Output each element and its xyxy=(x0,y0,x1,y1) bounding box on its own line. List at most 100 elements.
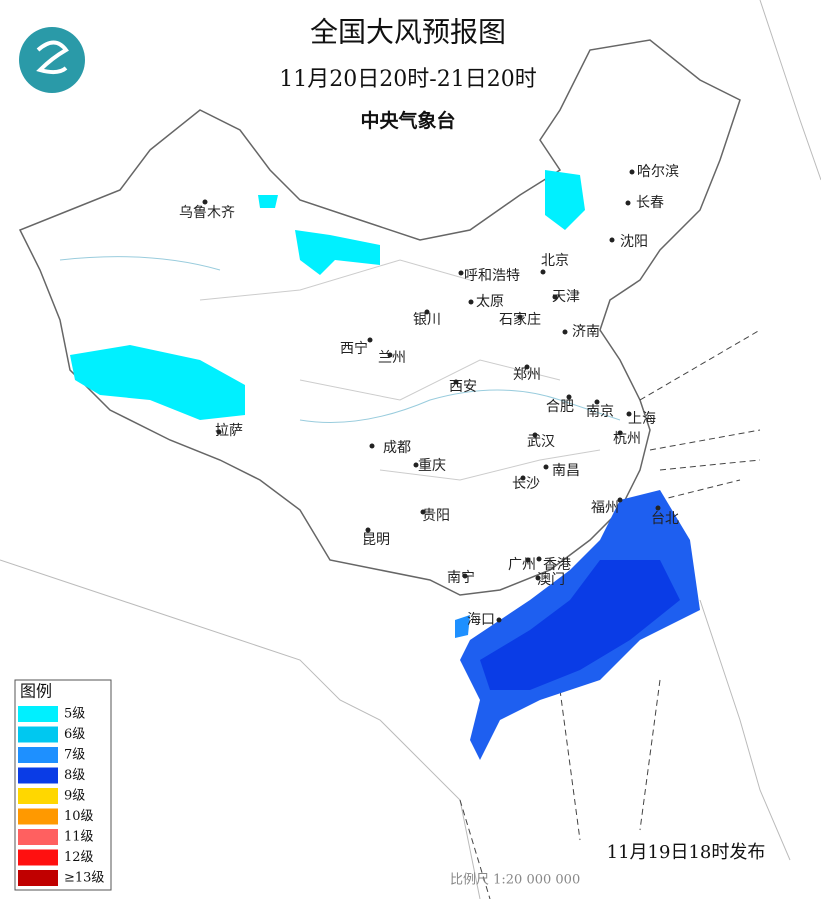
city-dot xyxy=(453,379,459,385)
city-label: 郑州 xyxy=(513,367,541,383)
city-dot xyxy=(387,352,393,358)
city-label: 香港 xyxy=(543,557,571,573)
legend-label: ≥13级 xyxy=(64,871,104,886)
city-dot xyxy=(462,573,468,579)
scale: 比例尺 1:20 000 000 xyxy=(450,873,580,888)
legend-swatch xyxy=(18,788,58,804)
city-dot xyxy=(543,464,549,470)
city-label: 哈尔滨 xyxy=(637,164,679,180)
city-label: 北京 xyxy=(541,253,569,269)
wind-area-8 xyxy=(480,560,680,690)
wind-area-7 xyxy=(455,615,470,638)
city-dot xyxy=(532,432,538,438)
city-label: 成都 xyxy=(383,440,411,456)
legend-label: 6级 xyxy=(64,727,85,742)
legend-swatch xyxy=(18,849,58,866)
city-dot xyxy=(535,575,541,581)
legend-swatch xyxy=(18,829,58,845)
city-dot xyxy=(655,505,661,511)
city-label: 重庆 xyxy=(418,458,446,474)
city-label: 海口 xyxy=(467,612,495,628)
city-dot xyxy=(216,429,222,435)
legend-swatch xyxy=(18,747,58,763)
city-label: 银川 xyxy=(413,312,441,328)
city-label: 南昌 xyxy=(552,463,580,479)
legend-label: 7级 xyxy=(64,748,85,763)
city-label: 南宁 xyxy=(447,569,475,586)
city-label: 杭州 xyxy=(613,431,641,447)
city-label: 济南 xyxy=(572,324,600,340)
legend-label: 11级 xyxy=(64,830,94,845)
city-label: 澳门 xyxy=(537,572,565,588)
city-label: 天津 xyxy=(552,289,580,305)
city-dot xyxy=(517,314,523,320)
city-label: 乌鲁木齐 xyxy=(179,205,235,221)
city-dot xyxy=(626,411,632,417)
city-dot xyxy=(617,430,623,436)
city-dot xyxy=(609,237,615,243)
city-label: 兰州 xyxy=(378,350,406,366)
city-dot xyxy=(566,394,572,400)
city-dot xyxy=(413,462,419,468)
legend-label: 10级 xyxy=(64,809,94,824)
issue-time: 11月19日18时发布 xyxy=(607,842,766,863)
city-label: 石家庄 xyxy=(499,311,541,328)
city-dot xyxy=(625,200,631,206)
border-line xyxy=(699,599,791,861)
city-dot xyxy=(365,527,371,533)
city-dot xyxy=(524,364,530,370)
wind-area-5 xyxy=(545,170,585,230)
legend-label: 5级 xyxy=(64,707,85,722)
legend-label: 8级 xyxy=(64,768,85,783)
city-dot xyxy=(420,509,426,515)
city-dot xyxy=(552,294,558,300)
sea-boundary xyxy=(459,329,761,900)
city-label: 合肥 xyxy=(546,399,574,415)
city-label: 西安 xyxy=(449,379,477,395)
city-label: 长沙 xyxy=(512,476,540,492)
city-label: 武汉 xyxy=(527,434,555,450)
legend-title: 图例 xyxy=(20,682,52,701)
city-dot xyxy=(540,269,546,275)
city-label: 台北 xyxy=(651,511,679,527)
city-label: 上海 xyxy=(628,411,656,427)
legend-label: 12级 xyxy=(64,850,94,865)
city-dot xyxy=(424,309,430,315)
title: 全国大风预报图 xyxy=(310,16,506,49)
city-dot xyxy=(594,399,600,405)
city-label: 广州 xyxy=(508,557,536,573)
city-dot xyxy=(562,329,568,335)
city-dot xyxy=(536,556,542,562)
river xyxy=(59,256,621,423)
wind-area-5 xyxy=(258,195,278,208)
agency: 中央气象台 xyxy=(360,109,455,132)
city-dot xyxy=(458,270,464,276)
city-dot xyxy=(496,617,502,623)
city-dot xyxy=(202,199,208,205)
city-label: 呼和浩特 xyxy=(464,268,520,284)
city-dot xyxy=(525,557,531,563)
city-label: 西宁 xyxy=(340,340,368,357)
legend-items: 5级 6级 7级 8级 9级 10级 11级 12级 ≥13级 xyxy=(18,706,104,886)
city-label: 福州 xyxy=(591,500,619,516)
city-label: 贵阳 xyxy=(422,508,450,524)
city-label: 太原 xyxy=(476,294,504,310)
legend-swatch xyxy=(18,808,58,825)
logo-mark xyxy=(36,40,69,75)
wind-area-5 xyxy=(70,345,245,420)
city-dot xyxy=(468,299,474,305)
city-label: 南京 xyxy=(586,404,614,420)
wind-area-5 xyxy=(295,230,380,275)
legend-swatch xyxy=(18,870,58,886)
city-dot xyxy=(369,443,375,449)
city-dot xyxy=(520,475,526,481)
province-border xyxy=(199,259,601,481)
legend-swatch xyxy=(18,726,58,743)
legend-swatch xyxy=(18,706,58,722)
period: 11月20日20时-21日20时 xyxy=(279,67,536,92)
legend-label: 9级 xyxy=(64,789,85,804)
city-dot xyxy=(617,497,623,503)
border-line xyxy=(759,0,821,181)
